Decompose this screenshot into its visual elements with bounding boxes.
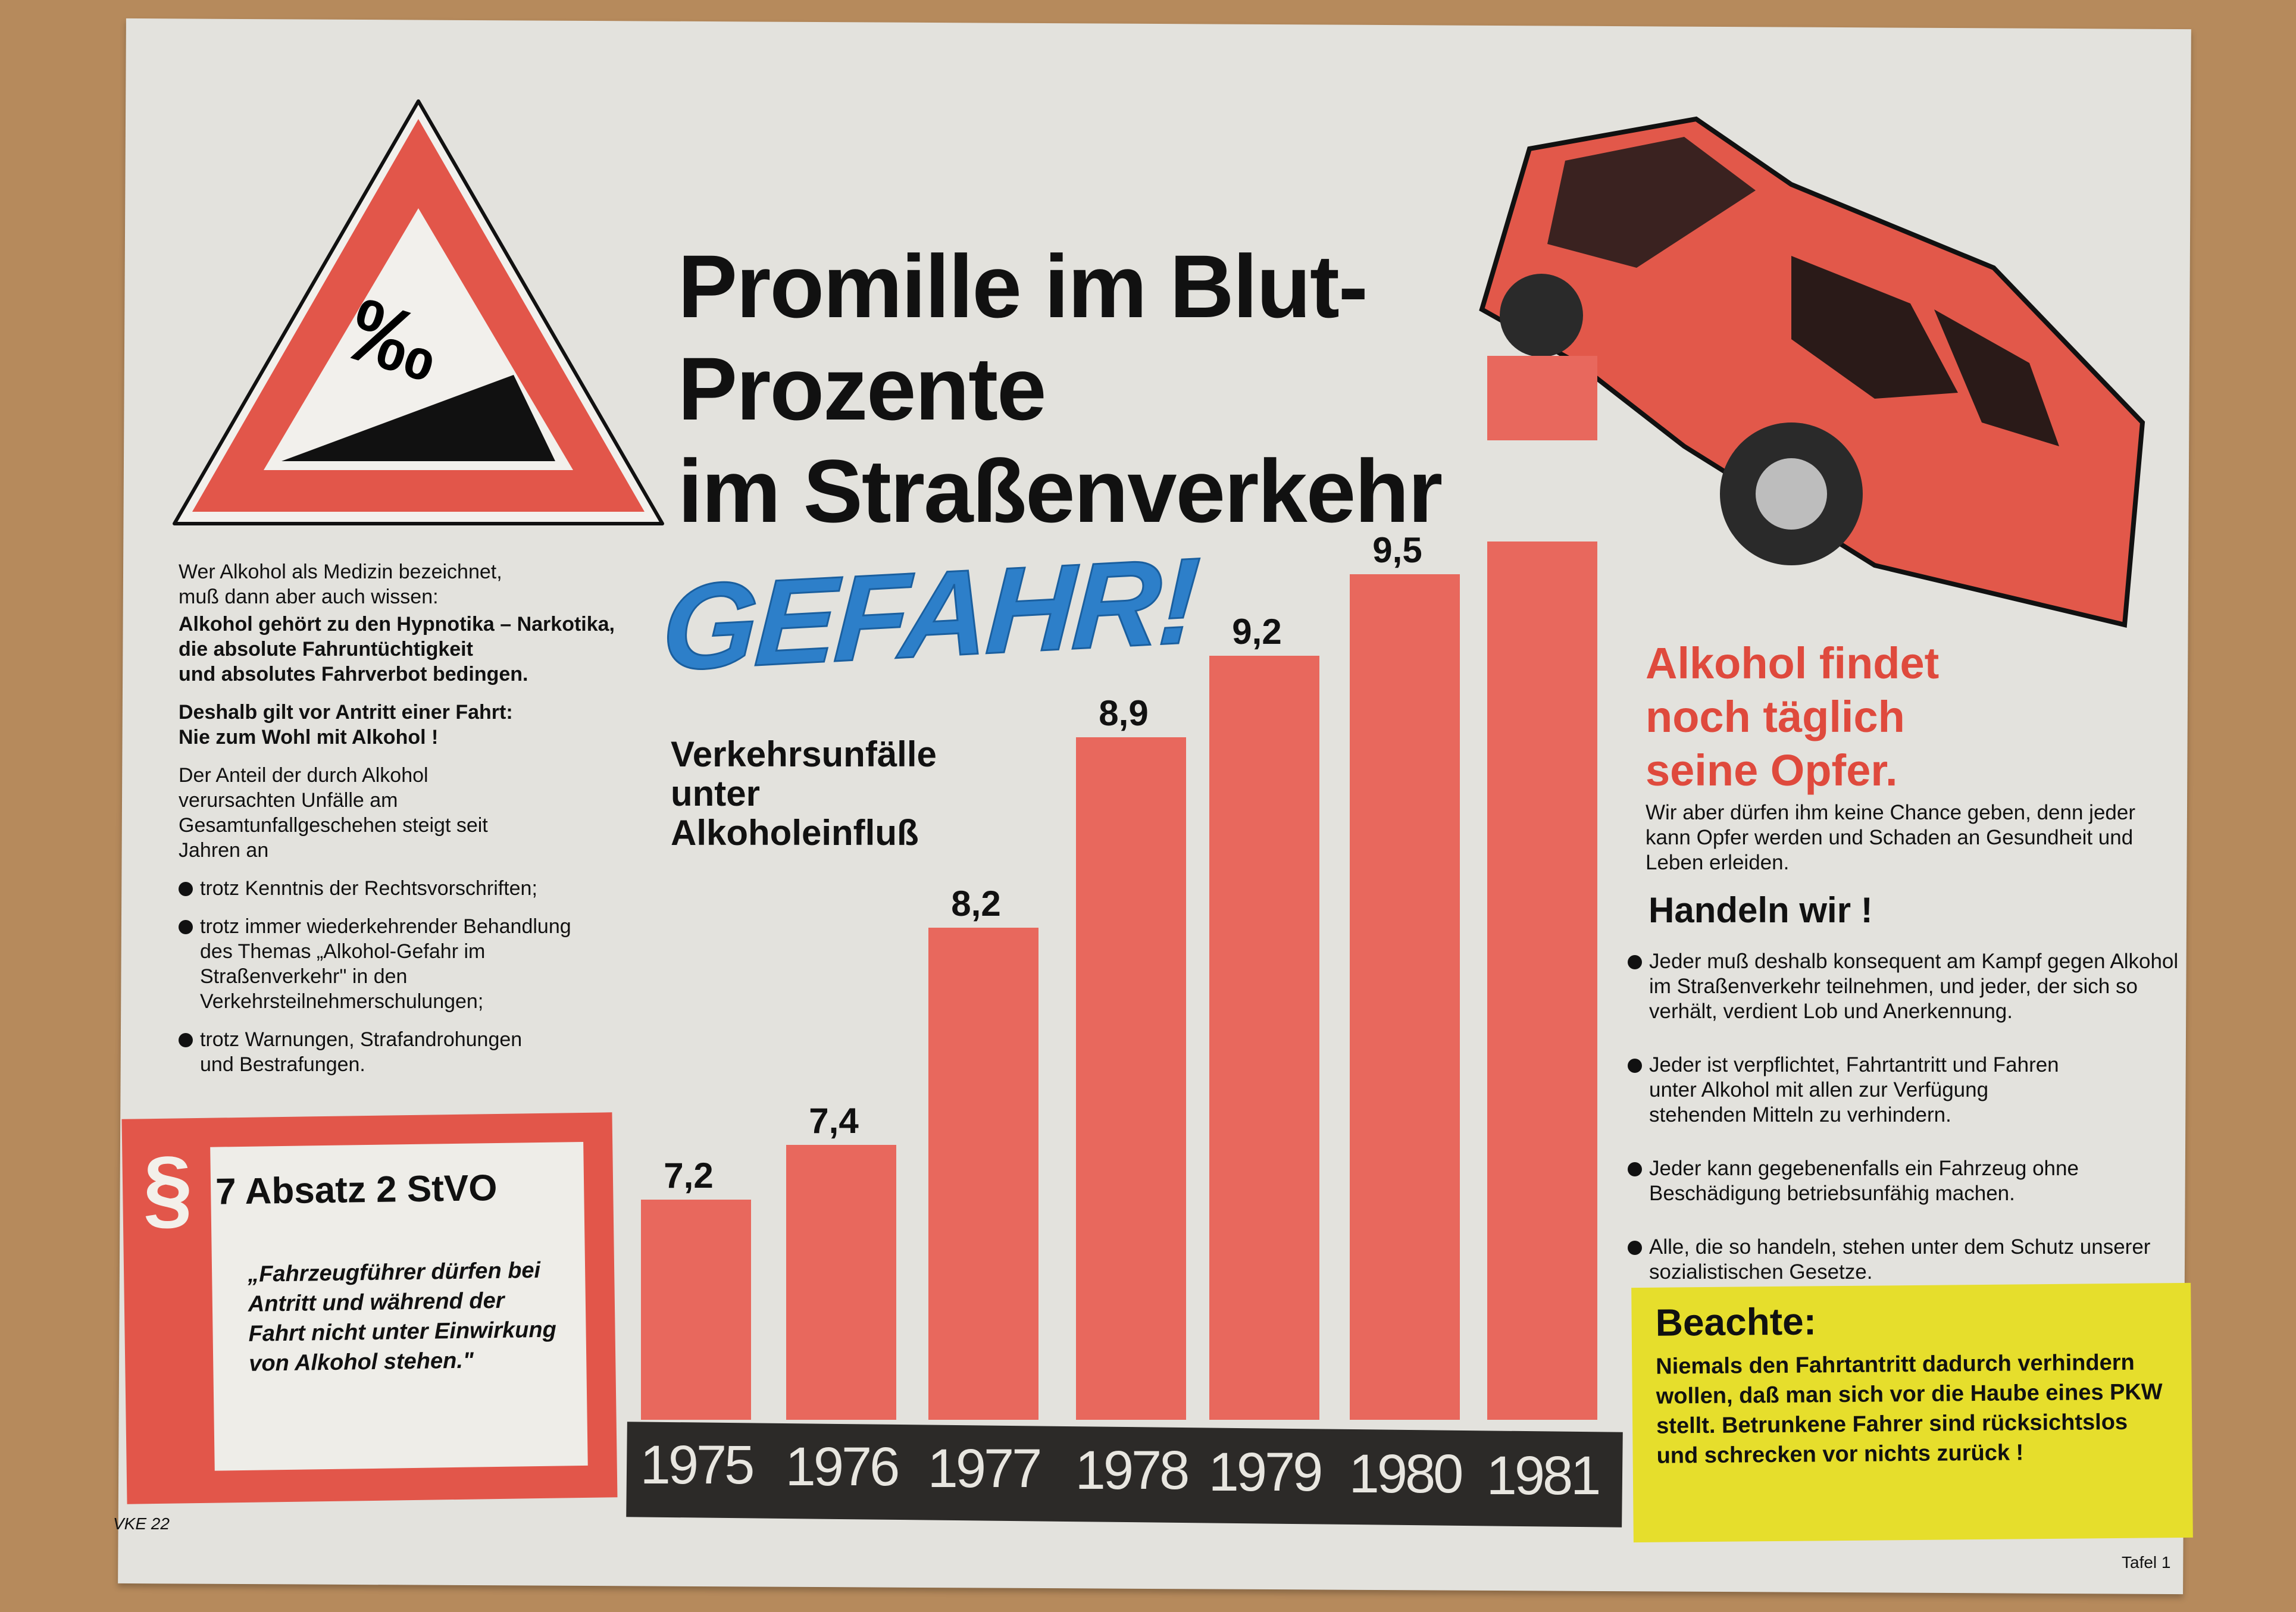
bar-1976 [786,1145,896,1420]
right-body: Wir aber dürfen ihm keine Chance geben, … [1646,801,2135,874]
data-label: 8,9 [1099,693,1149,733]
headline-line: Alkohol findet [1646,638,1940,688]
x-tick-label: 1976 [785,1436,900,1497]
bullet-item: Jeder kann gegebenenfalls ein Fahrzeug o… [1628,1156,2101,1206]
bar-1979 [1209,655,1319,1420]
rule-line: Nie zum Wohl mit Alkohol ! [179,726,439,749]
data-label: 8,2 [951,883,1001,924]
bar-1978 [1076,737,1186,1420]
data-label: 7,2 [664,1155,714,1195]
subtitle-line: Verkehrsunfälle [671,734,937,774]
left-text-block: Wer Alkohol als Medizin bezeichnet, muß d… [179,559,667,1090]
gefahr-warning: GEFAHR! [658,531,1202,697]
note-box: Beachte: Niemals den Fahrtantritt dadurc… [1631,1282,2193,1543]
right-subhead: Handeln wir ! [1649,890,1873,930]
headline-line: seine Opfer. [1646,746,1898,795]
intro-line: Wer Alkohol als Medizin bezeichnet, [179,561,502,583]
x-tick-label: 1979 [1208,1442,1324,1503]
bar-1977 [928,927,1038,1420]
subtitle-line: Alkoholeinfluß [671,813,919,853]
x-tick-label: 1975 [640,1435,755,1495]
intro-line: muß dann aber auch wissen: [179,586,439,608]
subtitle-line: unter [671,774,760,813]
bullet-item: Jeder ist verpflichtet, Fahrtantritt und… [1628,1053,2078,1128]
bar-1981-top-fragment [1487,356,1597,440]
bar-1981 [1487,541,1597,1420]
rule-line: Deshalb gilt vor Antritt einer Fahrt: [179,701,513,724]
law-reference: 7 Absatz 2 StVO [215,1167,498,1213]
bullet-item: Alle, die so handeln, stehen unter dem S… [1628,1235,2161,1285]
footer-code: VKE 22 [113,1514,170,1533]
paragraph-icon: § [142,1137,193,1238]
bullet-item: Jeder muß deshalb konsequent am Kampf ge… [1628,949,2187,1024]
bullet-item: trotz Kenntnis der Rechtsvorschriften; [179,876,667,901]
chart-subtitle: Verkehrsunfälle unter Alkoholeinfluß [671,735,937,853]
right-headline: Alkohol findet noch täglich seine Opfer. [1646,637,1939,797]
bullet-item: trotz immer wiederkehrender Behandlung d… [179,914,605,1014]
share-text: Der Anteil der durch Alkohol verursachte… [179,764,488,862]
x-tick-label: 1981 [1486,1445,1601,1506]
bold-line: und absolutes Fahrverbot bedingen. [179,663,528,686]
title-line: im Straßenverkehr [678,441,1443,541]
x-tick-label: 1977 [927,1438,1043,1499]
crashed-car-illustration [1479,116,2145,628]
sheet-number: Tafel 1 [2122,1553,2171,1572]
x-tick-label: 1978 [1075,1440,1190,1501]
title-line: Prozente [678,339,1046,439]
bullet-item: trotz Warnungen, Strafandrohungen und Be… [179,1027,533,1077]
data-label: 9,5 [1372,530,1422,570]
law-quote: „Fahrzeugführer dürfen bei Antritt und w… [247,1257,557,1376]
data-label: 7,4 [809,1101,859,1141]
bold-line: Alkohol gehört zu den Hypnotika – Narkot… [179,613,615,636]
title-line: Promille im Blut- [678,236,1368,336]
note-text: Niemals den Fahrtantritt dadurch verhind… [1656,1350,2163,1469]
right-bullets: Jeder muß deshalb konsequent am Kampf ge… [1628,949,2187,1313]
bar-1980 [1350,574,1460,1420]
note-heading: Beachte: [1655,1300,1817,1344]
law-box: § 7 Absatz 2 StVO „Fahrzeugführer dürfen… [121,1112,618,1504]
x-tick-label: 1980 [1349,1444,1464,1504]
warning-triangle-icon: ‰ [173,99,664,525]
bold-line: die absolute Fahruntüchtigkeit [179,638,473,661]
headline-line: noch täglich [1646,692,1905,741]
bar-1975 [641,1199,751,1420]
page-title: Promille im Blut- Prozente im Straßenver… [678,235,1443,542]
data-label: 9,2 [1232,611,1282,652]
